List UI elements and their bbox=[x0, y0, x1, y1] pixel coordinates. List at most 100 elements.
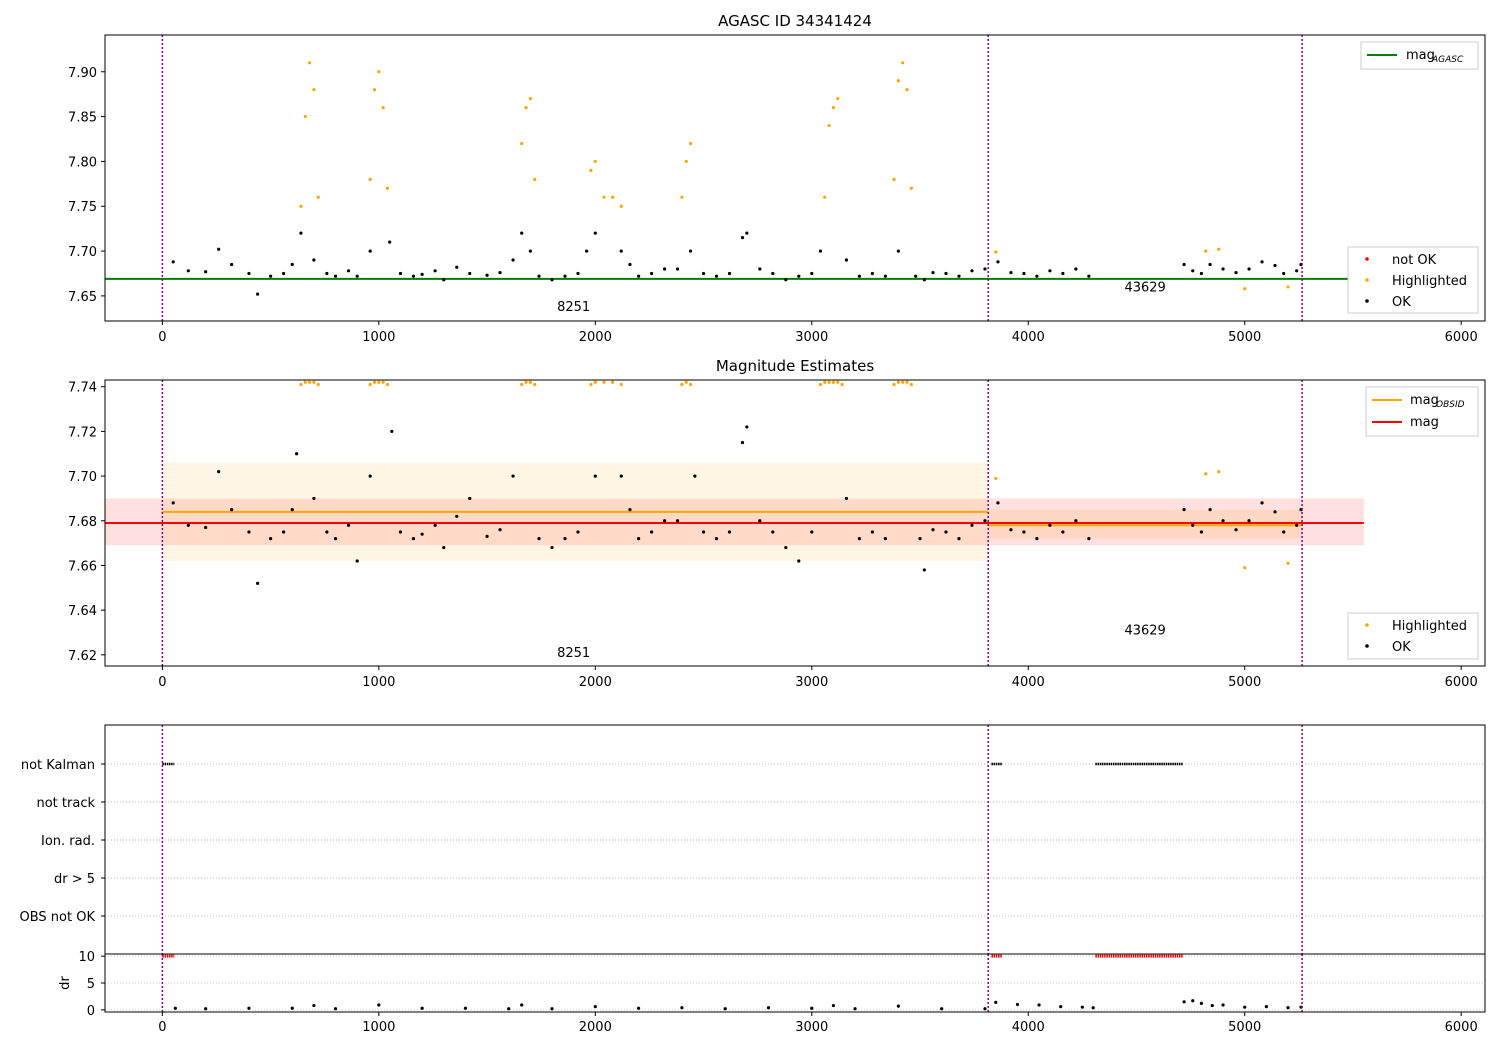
category-label: Ion. rad. bbox=[41, 834, 95, 849]
y-tick-label: 7.68 bbox=[68, 515, 97, 530]
data-point bbox=[994, 1000, 998, 1004]
data-point bbox=[810, 530, 814, 534]
data-point bbox=[433, 269, 437, 273]
data-point bbox=[827, 123, 831, 128]
data-point bbox=[723, 1007, 727, 1011]
data-point bbox=[355, 559, 359, 563]
data-point bbox=[637, 274, 641, 278]
data-point bbox=[944, 271, 948, 276]
data-point bbox=[576, 271, 580, 276]
y-tick-label: 7.64 bbox=[68, 604, 97, 619]
data-point bbox=[1221, 1003, 1225, 1007]
data-point bbox=[333, 1007, 338, 1011]
data-point bbox=[688, 382, 693, 387]
x-tick-label: 2000 bbox=[579, 1020, 612, 1035]
category-label: OBS not OK bbox=[20, 910, 96, 925]
data-point bbox=[701, 530, 706, 534]
data-point bbox=[468, 496, 472, 501]
x-tick-label: 4000 bbox=[1012, 675, 1045, 690]
data-point bbox=[507, 1007, 511, 1011]
x-tick-label: 5000 bbox=[1228, 330, 1261, 345]
data-point bbox=[290, 1006, 294, 1010]
data-point bbox=[1199, 1001, 1204, 1006]
data-point bbox=[312, 496, 316, 501]
data-point bbox=[836, 380, 840, 384]
data-point bbox=[385, 382, 390, 387]
chart-title: Magnitude Estimates bbox=[716, 357, 874, 375]
data-point bbox=[186, 523, 190, 527]
data-point bbox=[1260, 260, 1264, 264]
data-point bbox=[688, 141, 693, 146]
data-point bbox=[1037, 1003, 1041, 1007]
data-point bbox=[1035, 537, 1039, 541]
data-point bbox=[827, 380, 831, 384]
y-axis-label: dr bbox=[58, 976, 73, 990]
data-point bbox=[307, 380, 312, 384]
data-point bbox=[346, 269, 351, 273]
x-tick-label: 6000 bbox=[1445, 330, 1478, 345]
data-point bbox=[442, 278, 446, 282]
data-point bbox=[411, 274, 416, 278]
data-point bbox=[1234, 270, 1238, 275]
obsid-label: 43629 bbox=[1124, 624, 1165, 639]
data-point bbox=[511, 474, 515, 478]
data-point bbox=[844, 258, 849, 262]
data-point bbox=[901, 380, 905, 384]
data-point bbox=[797, 559, 801, 563]
data-point bbox=[1009, 528, 1013, 532]
data-point bbox=[1234, 528, 1238, 532]
x-tick-label: 6000 bbox=[1445, 675, 1478, 690]
data-point bbox=[994, 476, 998, 480]
y-tick-label: 7.62 bbox=[68, 649, 97, 664]
data-point bbox=[883, 274, 887, 278]
data-point bbox=[563, 274, 567, 278]
data-point bbox=[247, 1006, 251, 1010]
legend-label: mag bbox=[1410, 393, 1439, 408]
data-point bbox=[1208, 262, 1212, 267]
data-point bbox=[602, 195, 606, 199]
x-tick-label: 3000 bbox=[795, 1020, 828, 1035]
obsid-label: 8251 bbox=[557, 646, 590, 661]
y-tick-label: 7.85 bbox=[68, 111, 97, 126]
data-point bbox=[896, 249, 900, 253]
data-point bbox=[368, 249, 372, 253]
data-point bbox=[299, 231, 303, 235]
x-tick-label: 0 bbox=[158, 675, 166, 690]
category-label: not Kalman bbox=[21, 758, 95, 773]
data-point bbox=[1273, 510, 1277, 514]
data-point bbox=[528, 380, 532, 384]
data-point bbox=[931, 270, 935, 275]
data-point bbox=[1009, 270, 1013, 275]
legend-lower-right: Highlighted OK bbox=[1347, 612, 1479, 660]
data-point bbox=[372, 88, 377, 92]
data-point bbox=[1048, 269, 1052, 273]
data-point bbox=[1264, 1005, 1268, 1009]
data-point bbox=[1247, 267, 1251, 271]
uncertainty-band bbox=[988, 509, 1303, 539]
data-point bbox=[909, 382, 913, 387]
x-tick-label: 1000 bbox=[362, 330, 395, 345]
data-point bbox=[680, 1006, 684, 1010]
legend-marker bbox=[1365, 644, 1369, 648]
legend-label: OK bbox=[1392, 295, 1411, 310]
data-point bbox=[1022, 530, 1026, 534]
data-point bbox=[585, 249, 589, 253]
data-point bbox=[940, 1007, 944, 1011]
data-point bbox=[528, 249, 532, 253]
x-tick-label: 0 bbox=[158, 330, 166, 345]
data-point bbox=[368, 177, 372, 181]
data-point bbox=[377, 70, 381, 74]
data-point bbox=[688, 249, 693, 253]
data-point bbox=[680, 382, 684, 387]
data-point bbox=[463, 1006, 468, 1010]
data-point bbox=[173, 1006, 177, 1010]
data-point bbox=[996, 260, 1000, 264]
plot-frame bbox=[104, 379, 1486, 667]
data-point bbox=[745, 231, 749, 235]
data-point bbox=[303, 380, 307, 384]
data-point bbox=[771, 530, 775, 534]
data-point bbox=[983, 267, 987, 271]
legend-label: Highlighted bbox=[1392, 274, 1467, 289]
data-point bbox=[1286, 561, 1290, 565]
lightcurve-panel: AGASC ID 34341424 8251 43629 0 1000 2000 300… bbox=[68, 12, 1486, 345]
